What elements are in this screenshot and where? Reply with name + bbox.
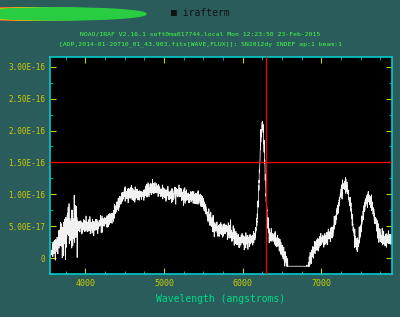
Circle shape — [0, 8, 146, 20]
Text: NOAO/IRAF V2.16.1 soft0ma017744.local Mon 12:23:50 23-Feb-2015: NOAO/IRAF V2.16.1 soft0ma017744.local Mo… — [80, 32, 320, 37]
Circle shape — [0, 8, 106, 20]
Text: ■ irafterm: ■ irafterm — [171, 8, 229, 18]
X-axis label: Wavelength (angstroms): Wavelength (angstroms) — [156, 294, 286, 304]
Circle shape — [0, 8, 126, 20]
Text: [ADP,2014-01-20T10_01_43.903.fits[WAVE,FLUX]]: SN2012dy INDEF ap:1 beam:1: [ADP,2014-01-20T10_01_43.903.fits[WAVE,F… — [58, 42, 342, 48]
